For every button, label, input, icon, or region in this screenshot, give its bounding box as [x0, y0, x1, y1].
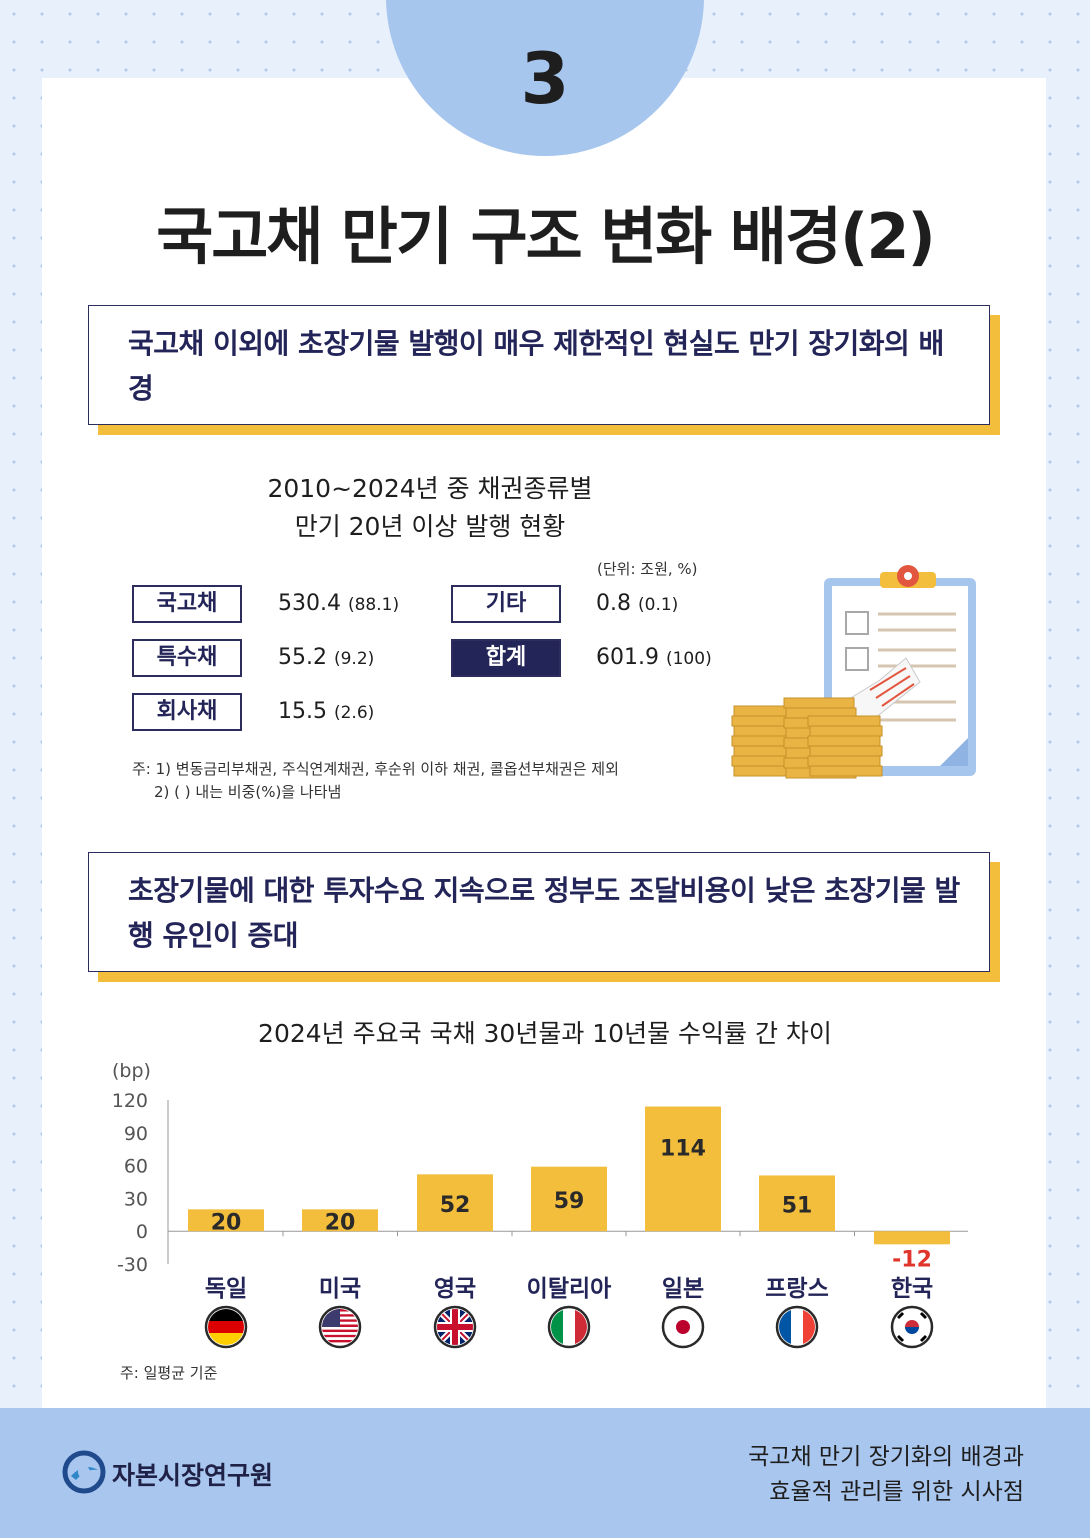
institute-name: 자본시장연구원	[112, 1461, 274, 1490]
y-tick-label: 60	[124, 1156, 148, 1178]
japan-flag-icon	[661, 1305, 705, 1349]
bar-value-label: 59	[554, 1189, 585, 1214]
callout-text-1: 국고채 이외에 초장기물 발행이 매우 제한적인 현실도 만기 장기화의 배경	[128, 327, 944, 405]
row-value: 15.5 (2.6)	[278, 699, 375, 724]
bar-value-label: 51	[782, 1193, 813, 1218]
category-label: 독일	[205, 1276, 247, 1302]
uk-flag-icon	[433, 1305, 477, 1349]
category-label: 이탈리아	[527, 1276, 612, 1302]
report-title: 국고채 만기 장기화의 배경과 효율적 관리를 위한 시사점	[748, 1440, 1024, 1510]
germany-flag-icon	[204, 1305, 248, 1349]
bar-value-label: 52	[440, 1193, 471, 1218]
row-value: 530.4 (88.1)	[278, 591, 400, 616]
row-value: 55.2 (9.2)	[278, 645, 375, 670]
chart-title: 2024년 주요국 국채 30년물과 10년물 수익률 간 차이	[258, 1019, 832, 1048]
y-tick-label: 90	[124, 1123, 148, 1145]
bar-value-label: 114	[660, 1137, 706, 1162]
kcmi-logo-icon	[62, 1450, 106, 1494]
y-axis-unit: (bp)	[112, 1060, 151, 1082]
category-label: 미국	[319, 1276, 361, 1302]
table-note-1: 주: 1) 변동금리부채권, 주식연계채권, 후순위 이하 채권, 콜옵션부채권…	[132, 760, 619, 778]
y-tick-label: 120	[112, 1090, 148, 1112]
row-label: 국고채	[132, 585, 242, 623]
bar-value-label: -12	[892, 1247, 932, 1272]
row-label: 특수채	[132, 639, 242, 677]
clipboard-coins-illustration	[731, 565, 976, 779]
category-label: 일본	[662, 1276, 704, 1302]
bar	[874, 1231, 950, 1245]
report-title-line2: 효율적 관리를 위한 시사점	[769, 1479, 1024, 1505]
total-label: 합계	[451, 639, 561, 677]
row-label: 회사채	[132, 693, 242, 731]
callout-box-1: 국고채 이외에 초장기물 발행이 매우 제한적인 현실도 만기 장기화의 배경	[88, 305, 1000, 435]
table-note-2: 2) ( ) 내는 비중(%)을 나타냄	[154, 783, 342, 801]
footer-bar	[0, 1408, 1090, 1538]
bar	[645, 1106, 721, 1232]
page-title: 국고채 만기 구조 변화 배경(2)	[156, 200, 936, 273]
bar	[302, 1209, 378, 1232]
bar	[188, 1209, 264, 1232]
page-number: 3	[520, 38, 570, 120]
y-tick-label: 0	[136, 1221, 148, 1243]
chart-note: 주: 일평균 기준	[120, 1364, 218, 1382]
y-tick-label: -30	[117, 1254, 148, 1276]
callout-box-2: 초장기물에 대한 투자수요 지속으로 정부도 조달비용이 낮은 초장기물 발행 …	[88, 852, 1000, 982]
korea-flag-icon	[890, 1305, 934, 1349]
row-label: 기타	[451, 585, 561, 623]
total-value: 601.9 (100)	[596, 645, 712, 670]
bar	[759, 1175, 835, 1232]
category-label: 프랑스	[765, 1276, 828, 1302]
table-title-line1: 2010~2024년 중 채권종류별	[267, 474, 593, 503]
bar	[531, 1166, 607, 1232]
callout-frame	[88, 852, 990, 972]
callout-frame	[88, 305, 990, 425]
usa-flag-icon	[318, 1305, 362, 1349]
y-tick-label: 30	[124, 1188, 148, 1210]
bar	[417, 1174, 493, 1232]
callout-text-2: 초장기물에 대한 투자수요 지속으로 정부도 조달비용이 낮은 초장기물 발행 …	[128, 874, 960, 952]
table-title-line2: 만기 20년 이상 발행 현황	[294, 512, 566, 541]
france-flag-icon	[775, 1305, 819, 1349]
bar-value-label: 20	[325, 1210, 356, 1235]
table-unit: (단위: 조원, %)	[597, 560, 698, 578]
category-label: 한국	[891, 1276, 933, 1302]
bar-value-label: 20	[211, 1210, 242, 1235]
bar-chart: (bp) 120 90 60 30 0 -30 20 독일 20 미국 52 영국 59 이탈리아 114 일본…	[112, 1060, 968, 1382]
report-title-line1: 국고채 만기 장기화의 배경과	[748, 1444, 1024, 1470]
row-value: 0.8 (0.1)	[596, 591, 679, 616]
category-label: 영국	[434, 1276, 476, 1302]
italy-flag-icon	[547, 1305, 591, 1349]
